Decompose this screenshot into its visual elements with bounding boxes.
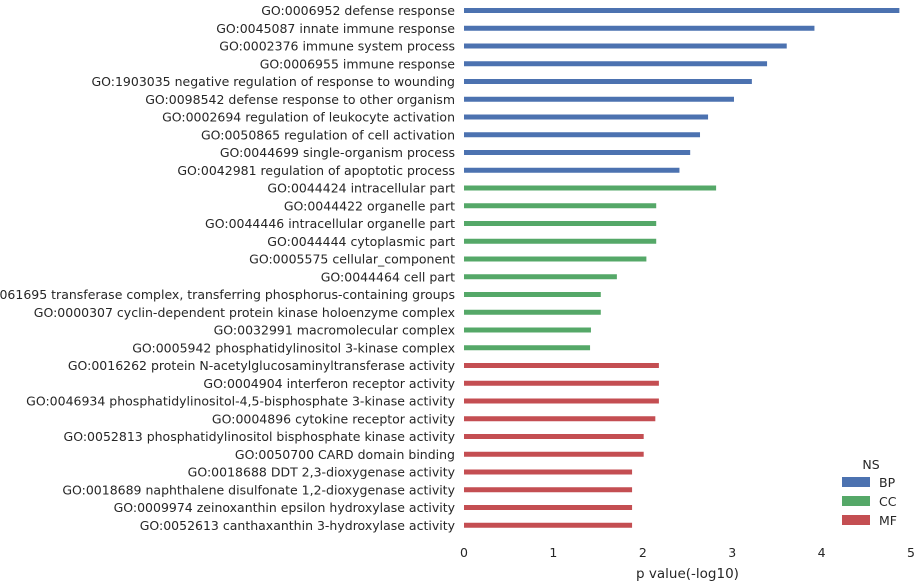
category-label: GO:0018688 DDT 2,3-dioxygenase activity: [188, 465, 456, 480]
x-tick-label: 5: [907, 545, 915, 560]
bar-cc: [464, 256, 647, 262]
bar-mf: [464, 469, 633, 475]
legend: NS BP CC MF: [842, 457, 897, 528]
legend-title: NS: [862, 457, 879, 472]
bar-bp: [464, 43, 787, 49]
category-label: GO:1903035 negative regulation of respon…: [91, 74, 455, 89]
category-label: GO:0016262 protein N-acetylglucosaminylt…: [68, 358, 456, 373]
bar-cc: [464, 274, 617, 280]
category-label: GO:0006952 defense response: [261, 3, 455, 18]
bar-mf: [464, 505, 633, 510]
category-label: GO:0006955 immune response: [260, 56, 456, 71]
x-tick-label: 1: [549, 545, 557, 560]
legend-label-bp: BP: [879, 475, 896, 490]
category-label: GO:0004904 interferon receptor activity: [203, 376, 455, 391]
category-label: GO:0042981 regulation of apoptotic proce…: [177, 163, 455, 178]
bar-cc: [464, 185, 717, 191]
bar-cc: [464, 238, 657, 244]
category-label: GO:0061695 transferase complex, transfer…: [0, 287, 455, 302]
category-label: GO:0044422 organelle part: [284, 198, 455, 213]
legend-label-cc: CC: [879, 494, 897, 509]
bar-mf: [464, 487, 633, 493]
category-label: GO:0018689 naphthalene disulfonate 1,2-d…: [62, 482, 455, 497]
category-label: GO:0044446 intracellular organelle part: [205, 216, 455, 231]
legend-swatch-mf: [842, 515, 870, 525]
category-label: GO:0002376 immune system process: [219, 39, 455, 54]
legend-items: BP CC MF: [842, 475, 897, 528]
bar-bp: [464, 96, 734, 102]
bar-mf: [464, 380, 659, 386]
category-label: GO:0044444 cytoplasmic part: [267, 234, 455, 249]
bar-cc: [464, 292, 601, 297]
bars-layer: [464, 8, 900, 528]
bar-cc: [464, 327, 591, 333]
legend-swatch-bp: [842, 477, 870, 487]
category-label: GO:0044699 single-organism process: [220, 145, 455, 160]
x-axis-ticks: 0 1 2 3 4 5: [460, 545, 915, 560]
bar-bp: [464, 61, 768, 67]
bar-bp: [464, 79, 752, 84]
bar-bp: [464, 8, 900, 13]
category-label: GO:0004896 cytokine receptor activity: [212, 411, 456, 426]
bar-mf: [464, 416, 656, 422]
category-label: GO:0044464 cell part: [321, 269, 455, 284]
x-tick-label: 4: [818, 545, 826, 560]
legend-label-mf: MF: [879, 513, 897, 528]
x-tick-label: 0: [460, 545, 468, 560]
category-label: GO:0046934 phosphatidylinositol-4,5-bisp…: [26, 394, 455, 409]
bar-bp: [464, 25, 815, 31]
category-label: GO:0098542 defense response to other org…: [145, 92, 455, 107]
bar-mf: [464, 434, 644, 439]
bar-cc: [464, 221, 657, 226]
category-label: GO:0005942 phosphatidylinositol 3-kinase…: [132, 340, 455, 355]
category-label: GO:0032991 macromolecular complex: [214, 323, 455, 338]
category-label: GO:0045087 innate immune response: [216, 21, 455, 36]
bar-cc: [464, 203, 657, 209]
category-label: GO:0009974 zeinoxanthin epsilon hydroxyl…: [114, 500, 456, 515]
x-axis-title: p value(-log10): [636, 566, 739, 582]
category-label: GO:0052813 phosphatidylinositol bisphosp…: [64, 429, 456, 444]
legend-swatch-cc: [842, 496, 870, 506]
category-label: GO:0000307 cyclin-dependent protein kina…: [34, 305, 455, 320]
bar-bp: [464, 132, 701, 138]
bar-mf: [464, 451, 644, 457]
bar-cc: [464, 309, 601, 315]
category-label: GO:0050700 CARD domain binding: [235, 447, 455, 462]
category-label: GO:0052613 canthaxanthin 3-hydroxylase a…: [140, 518, 456, 533]
x-tick-label: 3: [728, 545, 736, 560]
bar-mf: [464, 522, 633, 528]
bar-mf: [464, 398, 659, 404]
category-label: GO:0050865 regulation of cell activation: [201, 127, 455, 142]
category-label: GO:0002694 regulation of leukocyte activ…: [162, 110, 455, 125]
x-tick-label: 2: [639, 545, 647, 560]
bar-bp: [464, 114, 709, 120]
category-label: GO:0005575 cellular_component: [249, 252, 455, 267]
category-label: GO:0044424 intracellular part: [267, 181, 455, 196]
bar-cc: [464, 345, 591, 351]
bar-bp: [464, 167, 680, 173]
bar-bp: [464, 150, 691, 155]
bar-mf: [464, 363, 659, 368]
category-labels: GO:0006952 defense response GO:0045087 in…: [0, 3, 456, 533]
